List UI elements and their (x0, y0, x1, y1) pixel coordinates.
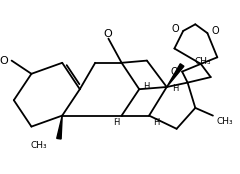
Text: H: H (172, 84, 179, 93)
Text: O: O (0, 56, 8, 66)
Text: O: O (211, 26, 219, 36)
Text: CH₃: CH₃ (195, 57, 211, 66)
Text: Ḧ: Ḧ (154, 118, 160, 127)
Text: O: O (172, 24, 179, 34)
Text: Ḧ: Ḧ (113, 118, 119, 127)
Text: H: H (143, 82, 150, 92)
Polygon shape (57, 116, 62, 139)
Text: CH₃: CH₃ (30, 141, 47, 150)
Text: O: O (103, 29, 112, 39)
Text: O: O (171, 67, 178, 77)
Polygon shape (167, 64, 184, 87)
Text: CH₃: CH₃ (216, 117, 233, 126)
